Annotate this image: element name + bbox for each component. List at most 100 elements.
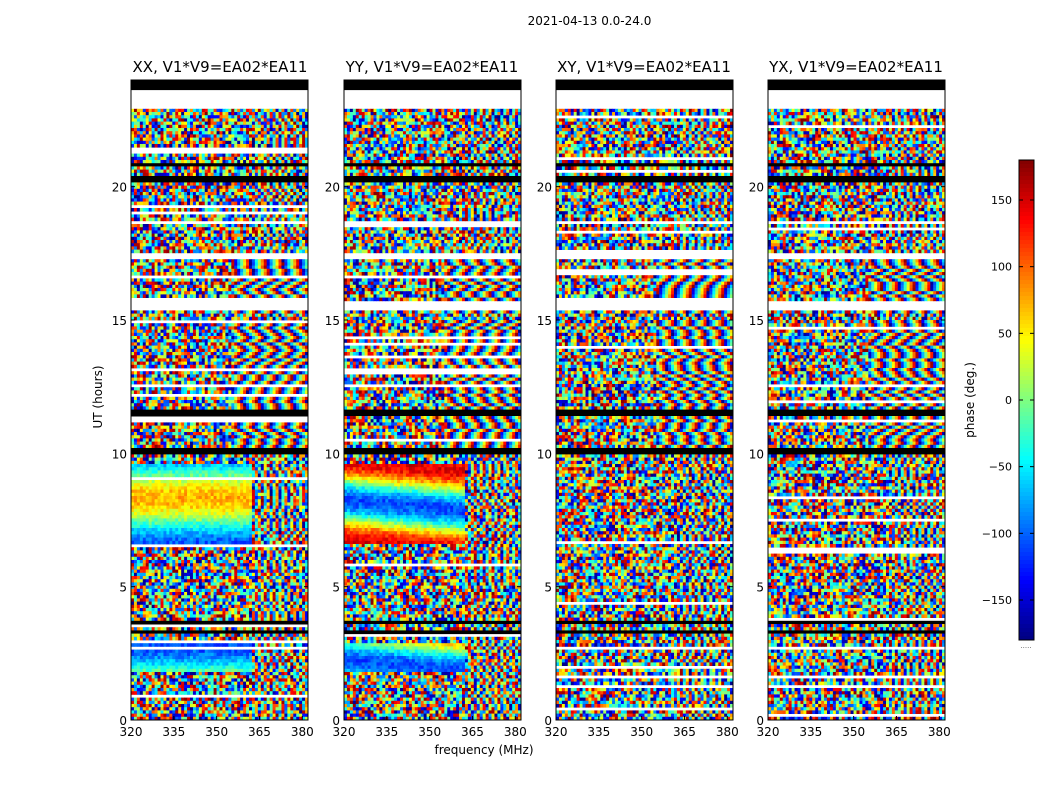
phase-cell [240, 224, 244, 228]
phase-cell [237, 217, 241, 222]
phase-cell [192, 336, 197, 340]
phase-cell [257, 355, 262, 359]
phase-cell [219, 208, 223, 212]
phase-cell [240, 323, 244, 327]
phase-cell [231, 134, 235, 138]
phase-cell [213, 246, 217, 250]
phase-cell [160, 172, 164, 177]
phase-cell [228, 403, 232, 407]
phase-cell [305, 195, 308, 199]
phase-cell [198, 329, 203, 334]
phase-cell [184, 361, 188, 366]
phase-cell [249, 153, 253, 158]
phase-cell [246, 262, 250, 266]
phase-cell [195, 364, 200, 369]
phase-cell [198, 217, 203, 222]
phase-cell [181, 268, 185, 273]
phase-cell [243, 115, 247, 119]
phase-cell [302, 336, 306, 340]
phase-cell [299, 355, 303, 359]
phase-cell [172, 182, 176, 186]
phase-cell [278, 240, 282, 244]
phase-cell [139, 336, 144, 340]
phase-cell [305, 121, 308, 126]
phase-cell [169, 380, 173, 385]
phase-cell [154, 214, 158, 218]
phase-cell [254, 124, 259, 129]
phase-cell [151, 323, 155, 327]
phase-cell [145, 230, 150, 234]
phase-cell [148, 272, 153, 276]
phase-cell [145, 390, 150, 394]
phase-cell [266, 288, 271, 292]
phase-cell [207, 361, 212, 366]
phase-cell [269, 108, 273, 113]
phase-cell [184, 329, 188, 334]
phase-cell [278, 259, 282, 263]
phase-cell [204, 198, 209, 202]
phase-cell [249, 144, 253, 148]
phase-cell [151, 444, 155, 449]
phase-cell [148, 428, 153, 433]
phase-cell [302, 208, 306, 212]
phase-cell [169, 323, 173, 327]
phase-cell [263, 345, 268, 350]
phase-cell [225, 224, 229, 228]
phase-cell [133, 268, 138, 273]
phase-cell [246, 400, 250, 404]
phase-cell [269, 406, 273, 410]
phase-cell [231, 227, 235, 231]
phase-cell [254, 243, 259, 247]
phase-cell [187, 428, 191, 433]
phase-cell [136, 403, 141, 407]
phase-cell [269, 156, 273, 161]
phase-cell [181, 224, 185, 228]
phase-cell [204, 339, 209, 343]
phase-cell [305, 358, 308, 362]
phase-cell [269, 224, 273, 228]
phase-cell [160, 198, 164, 202]
phase-cell [269, 400, 273, 404]
phase-cell [231, 265, 235, 270]
phase-cell [269, 336, 273, 340]
phase-cell [249, 208, 253, 212]
phase-cell [228, 195, 232, 199]
phase-cell [278, 364, 282, 369]
phase-cell [163, 230, 167, 234]
phase-cell [157, 131, 161, 135]
phase-cell [302, 339, 306, 343]
phase-cell [269, 316, 273, 321]
phase-cell [225, 144, 229, 148]
phase-cell [287, 198, 291, 202]
phase-cell [190, 313, 194, 318]
phase-cell [160, 310, 164, 314]
phase-cell [287, 233, 291, 238]
phase-cell [272, 115, 276, 119]
phase-cell [222, 182, 226, 186]
phase-cell [172, 272, 176, 276]
phase-cell [157, 281, 161, 286]
phase-cell [136, 172, 141, 177]
phase-cell [284, 262, 288, 266]
phase-cell [207, 156, 212, 161]
phase-cell [299, 240, 303, 244]
phase-cell [272, 128, 276, 132]
phase-cell [151, 214, 155, 218]
phase-cell [249, 166, 253, 170]
phase-cell [269, 361, 273, 366]
phase-cell [219, 345, 223, 350]
phase-cell [257, 169, 262, 174]
phase-cell [243, 268, 247, 273]
phase-cell [225, 262, 229, 266]
phase-cell [260, 249, 265, 254]
phase-cell [192, 198, 197, 202]
phase-cell [204, 134, 209, 138]
phase-cell [260, 131, 265, 135]
phase-cell [246, 246, 250, 250]
phase-cell [133, 240, 138, 244]
phase-cell [272, 272, 276, 276]
phase-cell [266, 201, 271, 206]
phase-cell [166, 358, 170, 362]
phase-cell [237, 358, 241, 362]
phase-cell [178, 406, 182, 410]
